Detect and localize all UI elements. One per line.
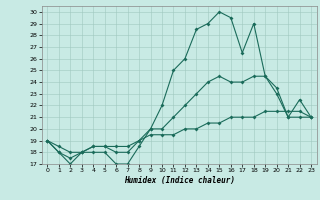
X-axis label: Humidex (Indice chaleur): Humidex (Indice chaleur) [124,176,235,185]
